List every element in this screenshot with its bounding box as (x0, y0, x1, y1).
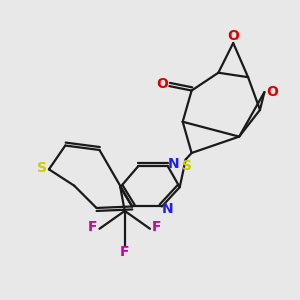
Text: O: O (266, 85, 278, 99)
Text: F: F (88, 220, 98, 234)
Text: O: O (156, 77, 168, 91)
Text: F: F (152, 220, 161, 234)
Text: O: O (227, 29, 239, 44)
Text: N: N (162, 202, 174, 216)
Text: F: F (120, 245, 130, 259)
Text: S: S (37, 161, 46, 175)
Text: N: N (167, 157, 179, 171)
Text: S: S (182, 159, 192, 173)
